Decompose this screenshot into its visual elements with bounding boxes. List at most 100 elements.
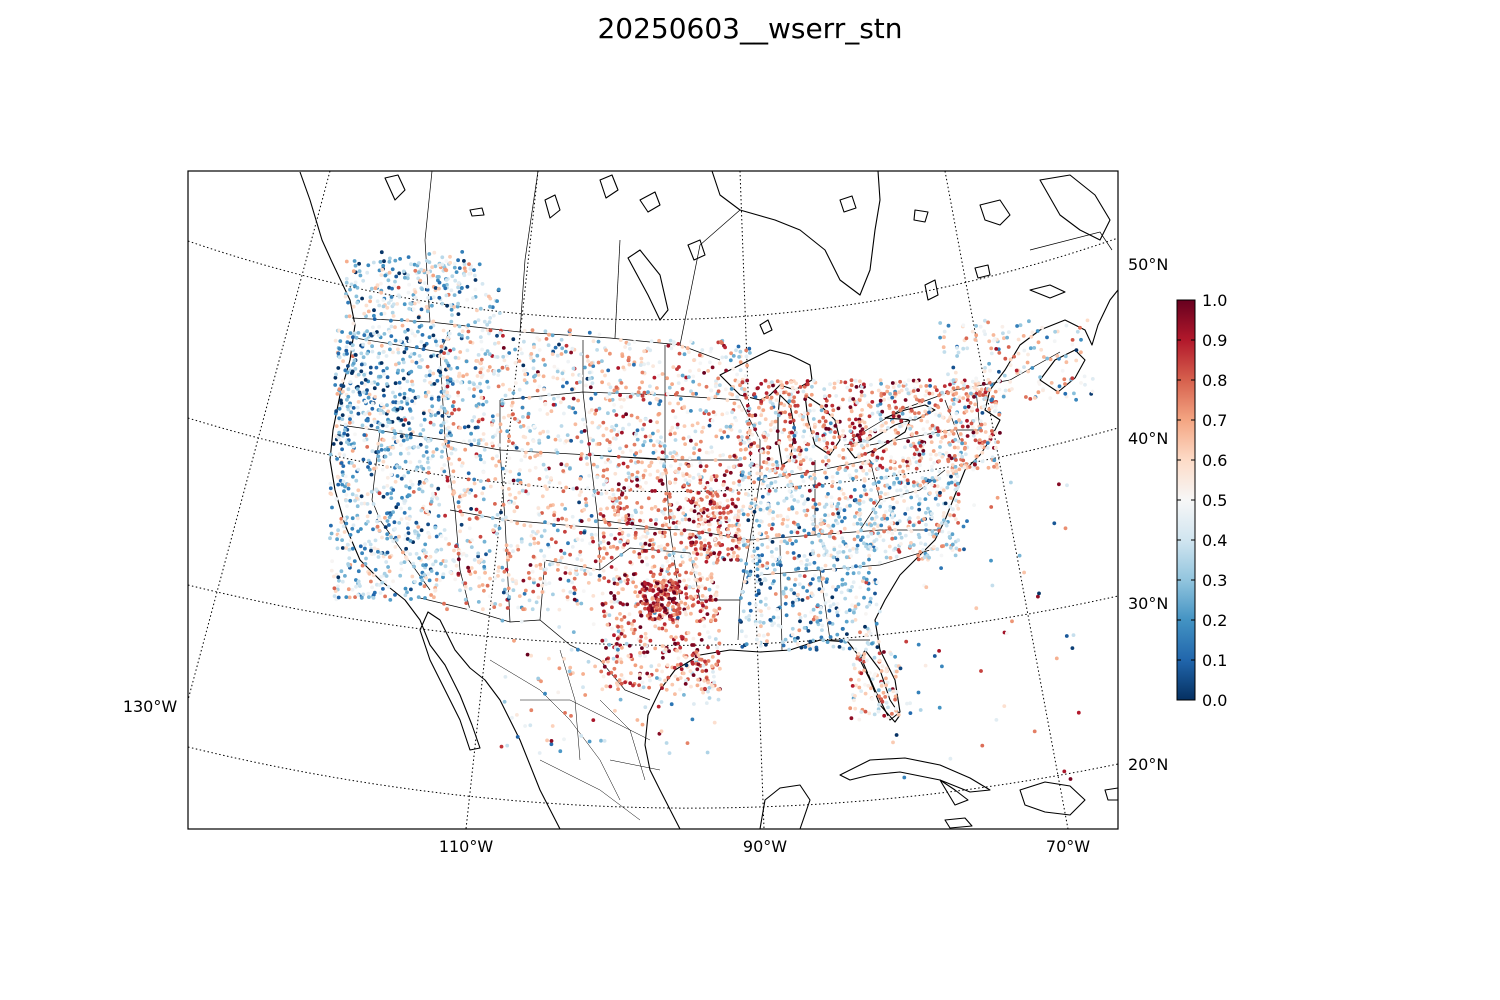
station-point [402, 396, 407, 400]
station-point [482, 588, 486, 593]
station-point [874, 602, 879, 607]
station-point [531, 366, 536, 371]
station-point [912, 455, 916, 460]
station-point [660, 372, 665, 376]
station-point [934, 475, 938, 480]
station-point [450, 274, 455, 279]
station-point [930, 529, 935, 534]
station-point [820, 628, 824, 632]
station-point [448, 348, 452, 353]
station-point [356, 569, 361, 574]
station-point [514, 381, 518, 385]
station-point [441, 328, 446, 333]
station-point [742, 579, 747, 584]
station-point [635, 594, 640, 599]
station-point [901, 458, 906, 463]
station-point [613, 674, 618, 679]
station-point [784, 447, 789, 452]
station-point [668, 429, 673, 433]
station-point [379, 448, 384, 452]
station-point [686, 464, 691, 468]
station-point [624, 412, 628, 417]
station-point [377, 528, 382, 533]
station-point [386, 447, 391, 452]
station-point [522, 368, 526, 373]
station-point [547, 480, 552, 485]
station-point [854, 385, 859, 389]
station-point [687, 554, 692, 559]
station-point [604, 426, 609, 431]
station-point [953, 553, 958, 558]
station-point [329, 523, 333, 528]
station-point [788, 395, 792, 400]
station-point [429, 413, 433, 418]
station-point [835, 504, 840, 509]
station-point [804, 566, 809, 571]
station-point [952, 513, 956, 518]
station-point [709, 477, 714, 482]
station-point [485, 328, 490, 332]
station-point [565, 595, 570, 599]
station-point [737, 355, 741, 359]
station-point [482, 319, 487, 324]
station-point [419, 508, 424, 513]
station-point [626, 654, 631, 658]
station-point [480, 491, 485, 496]
station-point [378, 411, 383, 416]
station-point [736, 491, 741, 495]
station-point [742, 387, 747, 392]
station-point [852, 610, 856, 615]
station-point [782, 403, 787, 408]
station-point [577, 493, 582, 497]
station-point [378, 408, 383, 413]
station-point [706, 680, 710, 685]
station-point [457, 266, 462, 270]
station-point [960, 424, 965, 429]
station-point [782, 427, 787, 432]
station-point [618, 612, 622, 616]
station-point [765, 506, 770, 511]
station-point [825, 441, 830, 445]
station-point [381, 459, 386, 464]
station-point [406, 328, 410, 332]
station-point [565, 462, 569, 467]
station-point [695, 667, 700, 672]
station-point [400, 368, 405, 373]
station-point [872, 501, 876, 505]
station-point [835, 613, 840, 618]
station-point [651, 574, 656, 579]
station-point [584, 503, 589, 508]
station-point [591, 567, 596, 572]
station-point [522, 328, 527, 333]
station-point [870, 516, 874, 521]
station-point [800, 494, 805, 498]
station-point [451, 347, 456, 352]
station-point [888, 504, 893, 509]
station-point [614, 385, 619, 390]
station-point [657, 663, 661, 668]
station-point [467, 517, 472, 521]
station-point [395, 474, 400, 478]
station-point [486, 368, 491, 373]
station-point [983, 430, 988, 434]
station-point [748, 608, 753, 613]
station-point [458, 350, 463, 354]
station-point [891, 414, 896, 419]
station-point [753, 395, 758, 399]
station-point [760, 494, 765, 499]
station-point [909, 529, 914, 534]
station-point [362, 390, 366, 395]
station-point [667, 553, 672, 557]
station-point [817, 587, 822, 592]
station-point [626, 358, 631, 362]
station-point [755, 537, 760, 542]
station-point [631, 683, 635, 688]
station-point [329, 531, 334, 536]
station-point [843, 437, 847, 442]
station-point [932, 534, 936, 539]
station-point [870, 400, 875, 404]
station-point [517, 472, 521, 477]
station-point [458, 529, 462, 534]
station-point [387, 285, 391, 290]
station-point [957, 395, 962, 400]
